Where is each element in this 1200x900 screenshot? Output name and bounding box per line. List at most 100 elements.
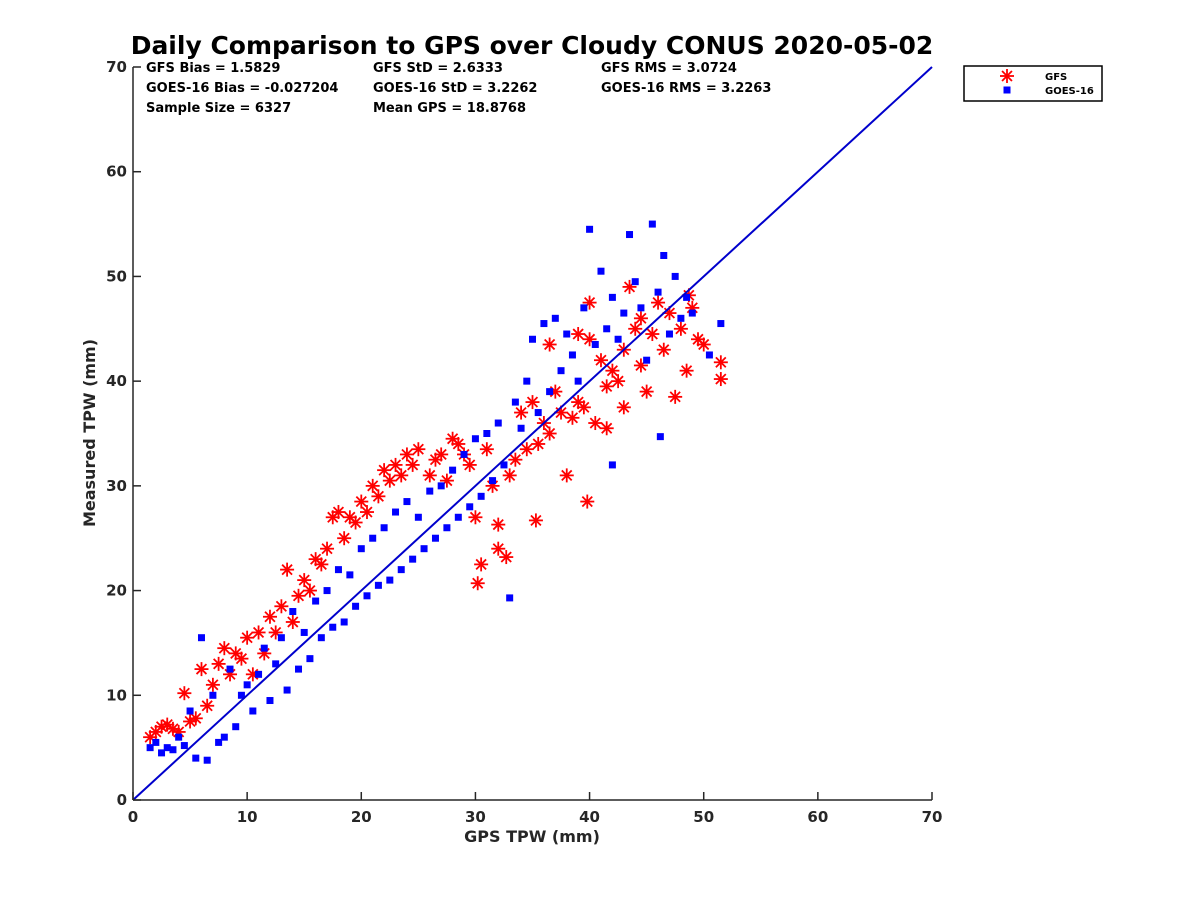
- stat-gfs-rms: GFS RMS = 3.0724: [601, 61, 737, 76]
- goes16-point: [580, 304, 588, 312]
- goes16-point: [431, 534, 439, 542]
- axes: 0 10 20 30 40 50 60 70 0 10 20 30 40 50 60 70: [106, 58, 942, 826]
- gfs-point: [422, 468, 437, 483]
- goes16-point: [603, 325, 611, 333]
- gfs-point: [656, 342, 671, 357]
- stat-mean-gps: Mean GPS = 18.8768: [373, 101, 526, 116]
- goes16-point: [186, 707, 194, 715]
- goes16-point: [660, 251, 668, 259]
- gfs-point: [240, 630, 255, 645]
- goes16-point: [654, 288, 662, 296]
- gfs-point: [668, 389, 683, 404]
- gfs-point: [297, 573, 312, 588]
- gfs-point: [211, 656, 226, 671]
- x-tick-label: 30: [465, 808, 486, 826]
- gfs-point: [616, 400, 631, 415]
- goes16-point: [529, 335, 536, 343]
- goes16-point: [568, 351, 576, 359]
- x-tick-label: 60: [807, 808, 828, 826]
- goes16-point: [255, 670, 263, 678]
- goes16-point: [363, 592, 371, 600]
- goes16-point: [517, 424, 525, 432]
- goes16-point: [683, 293, 691, 301]
- goes16-point: [608, 293, 616, 301]
- stat-goes-rms: GOES-16 RMS = 3.2263: [601, 81, 771, 96]
- goes16-point: [266, 697, 274, 705]
- gfs-point: [479, 442, 494, 457]
- y-tick-label: 10: [106, 686, 127, 704]
- goes16-point: [471, 435, 479, 443]
- gfs-point: [434, 447, 449, 462]
- x-tick-label: 0: [128, 808, 138, 826]
- goes16-point: [717, 320, 725, 328]
- goes16-point: [295, 665, 303, 673]
- goes16-point: [374, 581, 382, 589]
- goes16-point: [648, 220, 656, 228]
- goes16-point: [677, 314, 685, 322]
- goes16-point: [180, 742, 188, 750]
- gfs-point: [639, 384, 654, 399]
- goes16-point: [466, 503, 474, 511]
- goes16-point: [226, 665, 234, 673]
- goes16-point: [656, 433, 664, 441]
- goes16-point: [443, 524, 451, 532]
- goes16-point: [620, 309, 628, 317]
- gfs-point: [696, 337, 711, 352]
- goes16-point: [312, 597, 320, 605]
- gfs-point: [177, 686, 192, 701]
- y-tick-label: 50: [106, 267, 127, 285]
- gfs-point: [559, 468, 574, 483]
- goes16-point: [346, 571, 354, 579]
- gfs-point: [645, 327, 660, 342]
- y-tick-label: 0: [117, 791, 127, 809]
- gfs-point: [388, 457, 403, 472]
- gfs-point: [525, 395, 540, 410]
- gfs-point: [542, 426, 557, 441]
- y-tick-label: 70: [106, 58, 127, 76]
- goes16-point: [169, 746, 177, 754]
- gfs-point: [565, 410, 580, 425]
- gfs-point: [468, 510, 483, 525]
- goes16-point: [146, 744, 154, 752]
- gfs-point: [234, 651, 249, 666]
- goes16-point: [631, 278, 639, 286]
- gfs-point: [262, 609, 277, 624]
- goes16-point: [289, 608, 297, 616]
- gfs-point: [217, 641, 232, 656]
- goes16-point: [688, 309, 696, 317]
- goes16-point: [477, 492, 485, 500]
- goes16-point: [546, 388, 554, 396]
- goes16-point: [489, 477, 497, 485]
- gfs-point: [713, 372, 728, 387]
- goes16-point: [197, 634, 205, 642]
- goes16-point: [300, 628, 308, 636]
- legend: GFS GOES-16: [963, 65, 1103, 102]
- goes16-point: [540, 320, 548, 328]
- gfs-point: [605, 363, 620, 378]
- goes16-point: [163, 744, 171, 752]
- gfs-point: [325, 510, 340, 525]
- x-tick-label: 40: [579, 808, 600, 826]
- gfs-point: [628, 321, 643, 336]
- goes16-point: [591, 340, 599, 348]
- goes16-point: [403, 498, 411, 506]
- y-axis-label: Measured TPW (mm): [80, 339, 99, 527]
- chart-title: Daily Comparison to GPS over Cloudy CONU…: [131, 31, 934, 60]
- x-tick-label: 50: [693, 808, 714, 826]
- stats-block: GFS Bias = 1.5829 GFS StD = 2.6333 GFS R…: [146, 61, 771, 116]
- gfs-point: [542, 337, 557, 352]
- goes16-point: [426, 487, 434, 495]
- goes16-point: [272, 660, 280, 668]
- gfs-point: [474, 557, 489, 572]
- stat-gfs-std: GFS StD = 2.6333: [373, 61, 503, 76]
- gfs-point: [251, 625, 266, 640]
- goes16-point: [643, 356, 651, 364]
- goes16-point: [454, 513, 462, 521]
- goes16-point: [209, 691, 217, 699]
- goes16-point: [386, 576, 394, 584]
- gfs-point: [382, 473, 397, 488]
- y-tick-label: 40: [106, 372, 127, 390]
- goes16-point: [523, 377, 531, 385]
- goes16-point: [414, 513, 422, 521]
- x-axis-label: GPS TPW (mm): [464, 827, 600, 846]
